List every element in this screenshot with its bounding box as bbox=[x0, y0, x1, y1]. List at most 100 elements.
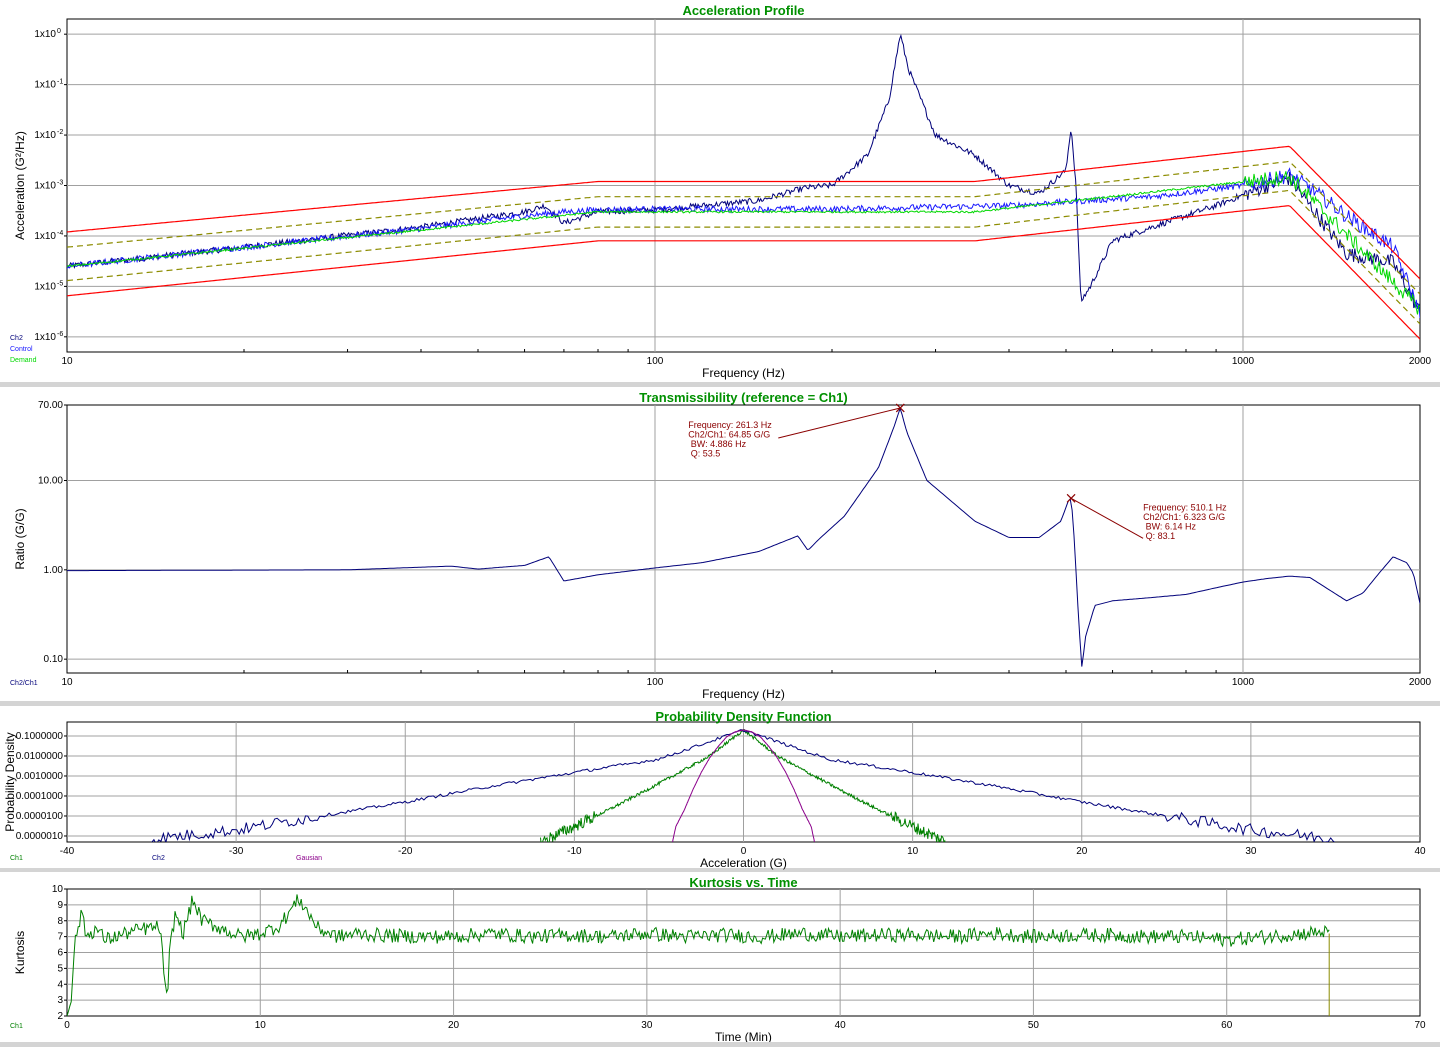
x-tick-label: 10 bbox=[907, 846, 919, 857]
x-tick-label: 20 bbox=[1076, 846, 1088, 857]
y-axis-label: Kurtosis bbox=[13, 931, 27, 974]
x-axis-label: Frequency (Hz) bbox=[702, 687, 785, 701]
y-axis-label: Ratio (G/G) bbox=[13, 508, 27, 569]
x-tick-label: 2000 bbox=[1409, 677, 1432, 688]
annotation-text: Q: 83.1 bbox=[1143, 531, 1175, 541]
y-tick-label: 0.10 bbox=[44, 654, 64, 665]
x-axis-label: Time (Min) bbox=[715, 1030, 772, 1042]
series-group bbox=[67, 33, 1420, 340]
y-tick-exponent: -2 bbox=[57, 129, 63, 136]
annotation-text: Q: 53.5 bbox=[688, 448, 720, 458]
grid-lines bbox=[64, 19, 1420, 352]
y-tick-label: 1x10 bbox=[34, 181, 56, 192]
chart-title: Probability Density Function bbox=[655, 709, 831, 724]
series-group bbox=[67, 407, 1420, 667]
series-line-ch2 bbox=[151, 729, 1336, 842]
x-axis-label: Frequency (Hz) bbox=[702, 366, 785, 380]
series-group bbox=[151, 728, 1336, 842]
x-tick-label: -10 bbox=[567, 846, 582, 857]
x-tick-label: 1000 bbox=[1232, 677, 1255, 688]
y-tick-label: 0.0010000 bbox=[16, 771, 64, 782]
annotation-text: Frequency: 510.1 Hz bbox=[1143, 502, 1227, 512]
y-tick-label: 1x10 bbox=[34, 130, 56, 141]
series-line-ch1 bbox=[67, 894, 1330, 1016]
x-tick-label: 50 bbox=[1028, 1020, 1040, 1031]
kurtosis-panel: Kurtosis vs. Time 0 10 20 30 40 50 60 70 2 3 4 5 6 7 8 9… bbox=[0, 872, 1440, 1044]
y-tick-label: 5 bbox=[57, 963, 63, 974]
y-tick-label: 0.0000100 bbox=[16, 811, 64, 822]
y-tick-exponent: -5 bbox=[57, 280, 63, 287]
y-tick-label: 1x10 bbox=[34, 29, 56, 40]
y-tick-label: 1x10 bbox=[34, 281, 56, 292]
annotation-text: Frequency: 261.3 Hz bbox=[688, 420, 772, 430]
x-axis-label: Acceleration (G) bbox=[700, 856, 787, 870]
chart-title: Acceleration Profile bbox=[682, 3, 804, 18]
series-line-ch2 bbox=[67, 33, 1420, 312]
x-tick-label: 100 bbox=[647, 356, 664, 367]
x-tick-label: -20 bbox=[398, 846, 413, 857]
y-tick-label: 6 bbox=[57, 948, 63, 959]
y-tick-label: 3 bbox=[57, 995, 63, 1006]
chart-title: Transmissibility (reference = Ch1) bbox=[639, 390, 847, 405]
annotation-text: Ch2/Ch1: 6.323 G/G bbox=[1143, 512, 1225, 522]
legend-entry: Ch1 bbox=[10, 855, 23, 862]
annotation-text: BW: 4.886 Hz bbox=[688, 439, 746, 449]
y-tick-exponent: -1 bbox=[57, 79, 63, 86]
x-tick-label: 40 bbox=[1414, 846, 1426, 857]
x-tick-label: 30 bbox=[641, 1020, 653, 1031]
y-tick-label: 0.0001000 bbox=[16, 791, 64, 802]
y-tick-label: 4 bbox=[57, 979, 63, 990]
y-tick-label: 0.1000000 bbox=[16, 731, 64, 742]
y-tick-label: 9 bbox=[57, 900, 63, 911]
plot-area bbox=[66, 404, 1421, 674]
chart-title: Kurtosis vs. Time bbox=[689, 875, 797, 890]
annotation-text: Ch2/Ch1: 64.85 G/G bbox=[688, 429, 770, 439]
x-tick-label: 60 bbox=[1221, 1020, 1233, 1031]
abort-limit-line bbox=[67, 145, 1420, 280]
x-tick-label: 2000 bbox=[1409, 356, 1432, 367]
y-tick-label: 7 bbox=[57, 932, 63, 943]
y-tick-label: 10.00 bbox=[38, 475, 63, 486]
y-tick-label: 1.00 bbox=[44, 565, 64, 576]
series-line-ch2-ch1 bbox=[67, 407, 1420, 667]
series-line-control bbox=[67, 167, 1420, 319]
grid-lines bbox=[64, 888, 1420, 1017]
grid-lines bbox=[64, 722, 1420, 842]
warning-limit-line bbox=[67, 189, 1420, 325]
transmissibility-panel: Transmissibility (reference = Ch1) 10 100 1… bbox=[0, 387, 1440, 701]
x-tick-label: 0 bbox=[741, 846, 747, 857]
legend-entry: Demand bbox=[10, 357, 37, 364]
legend-entry: Gausian bbox=[296, 855, 322, 862]
abort-limit-line bbox=[67, 205, 1420, 340]
x-tick-label: 0 bbox=[64, 1020, 70, 1031]
series-line-demand bbox=[67, 171, 1420, 315]
x-tick-label: 40 bbox=[835, 1020, 847, 1031]
x-tick-label: -30 bbox=[229, 846, 244, 857]
series-line-gausian bbox=[672, 729, 815, 842]
annotation-text: BW: 6.14 Hz bbox=[1143, 521, 1196, 531]
y-tick-label: 10 bbox=[52, 884, 64, 895]
y-tick-exponent: -6 bbox=[57, 331, 63, 338]
x-tick-label: 70 bbox=[1414, 1020, 1426, 1031]
x-tick-label: 1000 bbox=[1232, 356, 1255, 367]
y-tick-label: 1x10 bbox=[34, 231, 56, 242]
y-tick-label: 0.0100000 bbox=[16, 751, 64, 762]
y-tick-label: 1x10 bbox=[34, 80, 56, 91]
probability-density-panel: Probability Density Function -40 -30 -20 -10… bbox=[0, 706, 1440, 870]
annotation-leader-line bbox=[778, 407, 901, 439]
x-tick-label: 30 bbox=[1245, 846, 1257, 857]
legend-entry: Ch2 bbox=[152, 855, 165, 862]
y-tick-label: 8 bbox=[57, 916, 63, 927]
y-tick-exponent: -4 bbox=[57, 230, 63, 237]
annotation-leader-line bbox=[1070, 497, 1144, 539]
y-axis-label: Probability Density bbox=[3, 732, 17, 831]
y-tick-exponent: -3 bbox=[57, 180, 63, 187]
legend-entry: Ch2 bbox=[10, 335, 23, 342]
x-tick-label: 10 bbox=[61, 677, 73, 688]
x-tick-label: 100 bbox=[647, 677, 664, 688]
legend-entry: Ch1 bbox=[10, 1023, 23, 1030]
x-tick-label: 10 bbox=[255, 1020, 267, 1031]
